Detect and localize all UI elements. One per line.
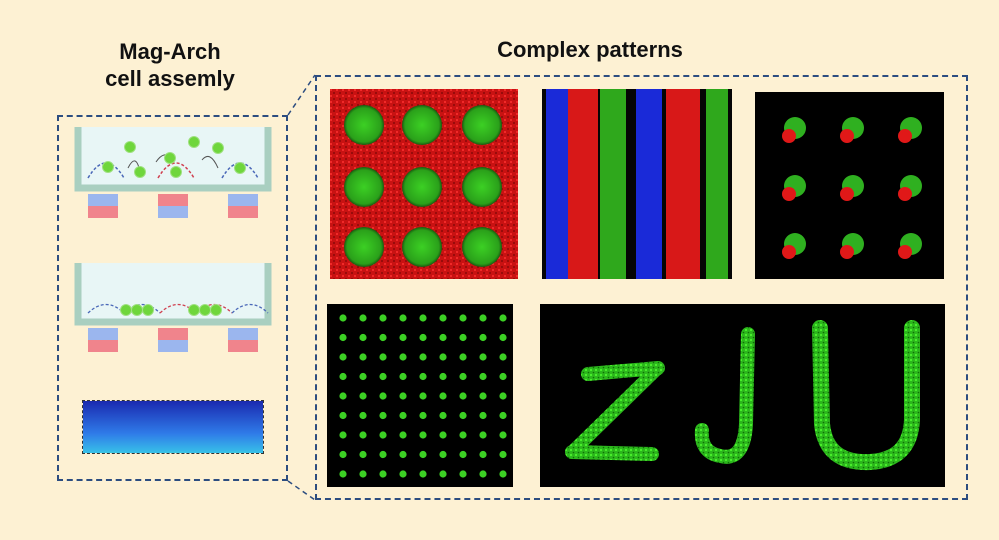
dish-schematic-after bbox=[74, 263, 272, 352]
right-title: Complex patterns bbox=[497, 37, 683, 62]
complex-patterns-box bbox=[315, 75, 968, 500]
left-title-line1: Mag-Arch bbox=[119, 39, 221, 64]
pattern-spheroid-grid bbox=[330, 89, 518, 279]
pattern-stripes bbox=[542, 89, 732, 279]
pattern-zju-letters bbox=[540, 304, 945, 487]
pattern-dual-spots bbox=[755, 92, 944, 279]
magnetic-field-heatmap bbox=[82, 400, 264, 454]
mag-arch-schematic-box bbox=[57, 115, 288, 481]
left-title-line2: cell assemly bbox=[105, 66, 235, 91]
left-title: Mag-Arch cell assemly bbox=[60, 38, 280, 92]
pattern-dot-array bbox=[327, 304, 513, 487]
dish-schematic-before bbox=[74, 127, 272, 218]
